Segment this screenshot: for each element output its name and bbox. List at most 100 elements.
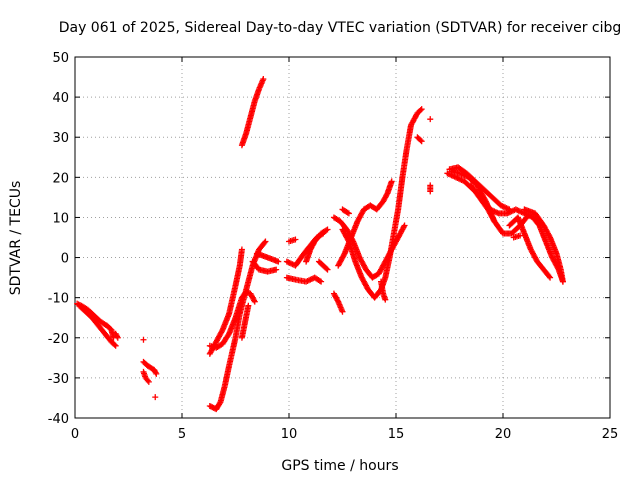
series-arc-05 (140, 358, 160, 377)
series-arc-06 (140, 368, 152, 385)
series-arc-28 (427, 182, 434, 195)
y-tick-label: 10 (52, 211, 69, 226)
plus-marker (559, 278, 566, 285)
plus-marker (490, 217, 497, 224)
series-arc-34 (521, 206, 566, 285)
y-tick-label: 20 (52, 171, 69, 186)
plus-marker (323, 265, 330, 272)
plus-marker (292, 236, 299, 243)
plus-marker (145, 378, 152, 385)
chart-title: Day 061 of 2025, Sidereal Day-to-day VTE… (59, 20, 622, 36)
series-arc-24 (339, 206, 352, 217)
series-arc-10 (206, 288, 258, 351)
plus-marker (112, 342, 119, 349)
x-tick-label: 5 (178, 427, 186, 442)
plus-marker (114, 334, 121, 341)
grid-lines (75, 57, 610, 418)
plus-marker (340, 251, 347, 258)
series-arc-35 (510, 232, 524, 241)
plus-marker (417, 107, 424, 114)
plus-marker (400, 223, 407, 230)
plus-marker (114, 333, 121, 340)
plus-marker (383, 191, 390, 198)
plus-marker (340, 207, 347, 214)
y-tick-label: -40 (48, 412, 69, 427)
x-tick-labels: 0 5 10 15 20 25 (71, 427, 618, 442)
series-arc-07 (152, 394, 159, 401)
plus-marker (427, 182, 434, 189)
plus-marker (251, 298, 258, 305)
data-points (74, 76, 566, 413)
y-tick-label: -20 (48, 332, 69, 347)
plus-marker (251, 297, 258, 304)
series-arc-11 (238, 302, 252, 341)
plus-marker (345, 237, 352, 244)
y-tick-label: 40 (52, 91, 69, 106)
plus-marker (339, 308, 346, 315)
plus-marker (318, 278, 325, 285)
plus-marker (323, 227, 330, 234)
plus-marker (547, 274, 554, 281)
axis-ticks (74, 56, 611, 419)
plus-marker (517, 232, 524, 239)
series-arc-23 (330, 290, 346, 315)
series-arc-25 (378, 278, 389, 303)
y-tick-label: 0 (61, 252, 69, 267)
y-tick-label: 30 (52, 131, 69, 146)
series-arc-27 (427, 116, 434, 123)
plus-marker (417, 137, 424, 144)
plus-marker (111, 341, 118, 348)
plus-marker (388, 178, 395, 185)
plus-marker (245, 302, 252, 309)
series-arc-12 (238, 76, 267, 149)
plus-marker (316, 277, 323, 284)
plus-marker (546, 233, 553, 240)
plus-marker (418, 138, 425, 145)
plus-marker (339, 206, 346, 213)
series-arc-13 (249, 258, 280, 275)
plus-marker (140, 336, 147, 343)
y-tick-label: -30 (48, 372, 69, 387)
series-arc-17 (286, 236, 299, 245)
x-tick-label: 20 (495, 427, 512, 442)
x-tick-label: 15 (388, 427, 405, 442)
plus-marker (152, 369, 159, 376)
x-tick-label: 0 (71, 427, 79, 442)
series-arc-30 (444, 170, 566, 285)
y-tick-label: 50 (52, 51, 69, 66)
x-tick-label: 25 (602, 427, 619, 442)
plus-marker (522, 215, 529, 222)
plus-marker (216, 400, 223, 407)
y-axis-label: SDTVAR / TECUs (8, 181, 24, 296)
plus-marker (427, 116, 434, 123)
y-tick-labels: -40 -30 -20 -10 0 10 20 30 40 50 (48, 51, 69, 427)
plus-marker (382, 296, 389, 303)
plus-marker (523, 214, 530, 221)
plus-marker (153, 370, 160, 377)
series-arc-03 (112, 330, 121, 341)
plus-marker (275, 258, 282, 265)
series-arc-04 (140, 336, 147, 343)
series-arc-14 (253, 250, 282, 265)
series-arc-32 (467, 182, 498, 225)
series-arc-02 (76, 302, 119, 349)
plus-marker (334, 297, 341, 304)
plus-marker (273, 266, 280, 273)
plus-marker (491, 218, 498, 225)
x-tick-label: 10 (281, 427, 298, 442)
plus-marker (546, 273, 553, 280)
plus-marker (261, 239, 268, 246)
series-arc-19 (315, 258, 331, 273)
series-arc-33 (506, 214, 554, 281)
series-arc-26 (414, 134, 425, 145)
plus-marker (260, 76, 267, 83)
plus-marker (152, 394, 159, 401)
plus-marker (262, 238, 269, 245)
plus-marker (324, 226, 331, 233)
y-tick-label: -10 (48, 292, 69, 307)
plus-marker (238, 246, 245, 253)
series-arc-22 (339, 106, 425, 301)
plus-marker (401, 222, 408, 229)
plus-marker (324, 266, 331, 273)
